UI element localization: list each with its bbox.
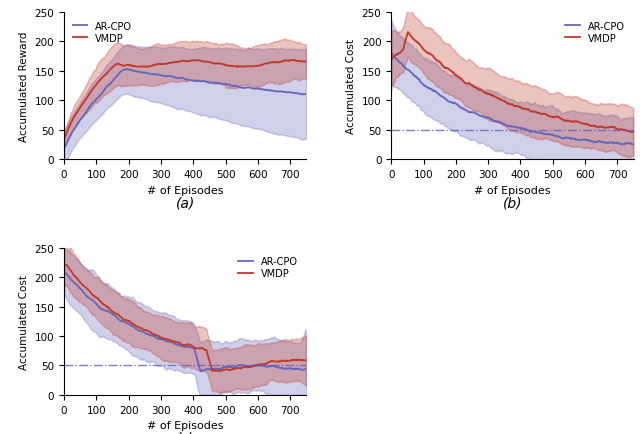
VMDP bbox=[529, 109, 537, 115]
AR-CPO bbox=[579, 138, 587, 143]
AR-CPO bbox=[541, 132, 549, 137]
AR-CPO bbox=[106, 82, 114, 87]
X-axis label: # of Episodes: # of Episodes bbox=[147, 420, 223, 430]
AR-CPO bbox=[302, 92, 310, 97]
VMDP bbox=[496, 98, 504, 103]
VMDP bbox=[202, 348, 209, 353]
VMDP bbox=[629, 130, 637, 135]
AR-CPO bbox=[529, 130, 536, 135]
VMDP bbox=[106, 68, 114, 73]
VMDP bbox=[387, 58, 395, 63]
VMDP bbox=[404, 30, 412, 36]
VMDP bbox=[60, 137, 68, 142]
VMDP bbox=[202, 59, 209, 65]
AR-CPO bbox=[495, 121, 503, 126]
AR-CPO bbox=[618, 143, 625, 148]
AR-CPO bbox=[387, 50, 395, 56]
Legend: AR-CPO, VMDP: AR-CPO, VMDP bbox=[234, 253, 301, 283]
VMDP bbox=[168, 61, 176, 66]
AR-CPO bbox=[302, 366, 310, 372]
VMDP bbox=[252, 363, 260, 368]
AR-CPO bbox=[197, 369, 205, 374]
AR-CPO bbox=[141, 71, 148, 76]
AR-CPO bbox=[252, 363, 260, 368]
VMDP bbox=[468, 83, 476, 89]
X-axis label: # of Episodes: # of Episodes bbox=[474, 185, 550, 195]
AR-CPO bbox=[214, 367, 222, 372]
X-axis label: # of Episodes: # of Episodes bbox=[147, 185, 223, 195]
VMDP bbox=[302, 358, 310, 363]
AR-CPO bbox=[433, 91, 441, 96]
AR-CPO bbox=[202, 367, 210, 372]
VMDP bbox=[168, 339, 176, 344]
AR-CPO bbox=[629, 142, 637, 148]
VMDP bbox=[579, 122, 587, 127]
VMDP bbox=[214, 62, 222, 67]
Y-axis label: Accumulated Reward: Accumulated Reward bbox=[19, 31, 29, 141]
Text: (b): (b) bbox=[502, 196, 522, 210]
AR-CPO bbox=[252, 86, 260, 92]
VMDP bbox=[140, 65, 148, 70]
AR-CPO bbox=[468, 111, 476, 116]
VMDP bbox=[627, 130, 635, 135]
Line: VMDP: VMDP bbox=[391, 33, 633, 132]
VMDP bbox=[302, 59, 310, 65]
VMDP bbox=[434, 59, 442, 64]
Legend: AR-CPO, VMDP: AR-CPO, VMDP bbox=[69, 18, 136, 48]
VMDP bbox=[542, 112, 550, 117]
Line: AR-CPO: AR-CPO bbox=[391, 53, 633, 145]
AR-CPO bbox=[60, 270, 68, 275]
VMDP bbox=[60, 262, 68, 267]
VMDP bbox=[140, 328, 148, 333]
AR-CPO bbox=[168, 340, 176, 345]
VMDP bbox=[216, 368, 223, 374]
VMDP bbox=[106, 307, 114, 312]
Y-axis label: Accumulated Cost: Accumulated Cost bbox=[19, 274, 29, 369]
AR-CPO bbox=[214, 82, 222, 87]
AR-CPO bbox=[169, 75, 177, 80]
Text: (c): (c) bbox=[176, 431, 195, 434]
Line: VMDP: VMDP bbox=[64, 264, 306, 371]
Line: AR-CPO: AR-CPO bbox=[64, 272, 306, 372]
Line: VMDP: VMDP bbox=[64, 61, 306, 140]
AR-CPO bbox=[106, 310, 114, 316]
Line: AR-CPO: AR-CPO bbox=[64, 70, 306, 149]
VMDP bbox=[252, 64, 259, 69]
Text: (a): (a) bbox=[175, 196, 195, 210]
VMDP bbox=[214, 368, 222, 373]
Y-axis label: Accumulated Cost: Accumulated Cost bbox=[346, 39, 356, 134]
Legend: AR-CPO, VMDP: AR-CPO, VMDP bbox=[562, 18, 628, 48]
VMDP bbox=[291, 58, 298, 63]
AR-CPO bbox=[140, 330, 148, 335]
AR-CPO bbox=[202, 79, 210, 85]
AR-CPO bbox=[60, 146, 68, 151]
AR-CPO bbox=[124, 67, 131, 72]
